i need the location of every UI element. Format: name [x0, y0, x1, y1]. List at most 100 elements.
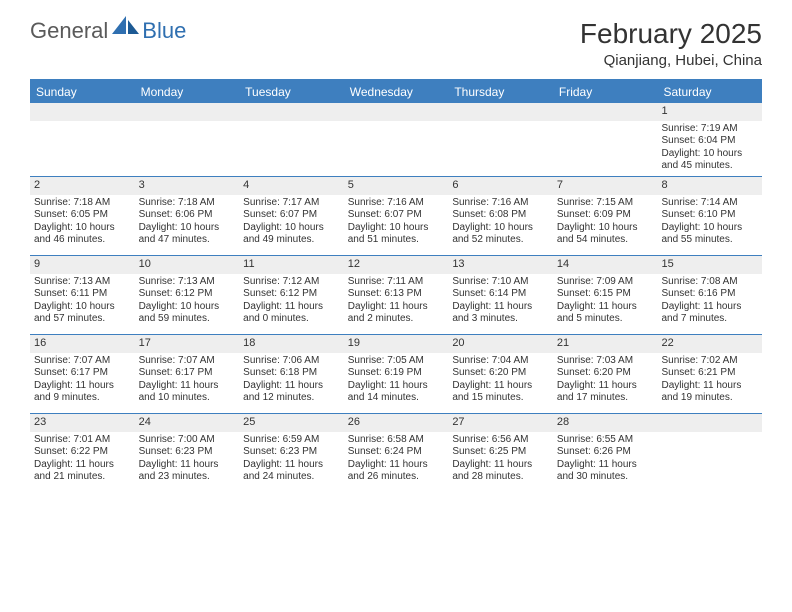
weekday-header-cell: Saturday [657, 81, 762, 103]
day-cell: 7Sunrise: 7:15 AMSunset: 6:09 PMDaylight… [553, 177, 658, 255]
daylight-line: Daylight: 11 hours and 3 minutes. [452, 301, 549, 326]
daylight-line: Daylight: 10 hours and 46 minutes. [34, 222, 131, 247]
week-row: 16Sunrise: 7:07 AMSunset: 6:17 PMDayligh… [30, 334, 762, 413]
day-number: 5 [344, 177, 449, 195]
day-number: 7 [553, 177, 658, 195]
weeks-container: 1Sunrise: 7:19 AMSunset: 6:04 PMDaylight… [30, 103, 762, 492]
day-number: 8 [657, 177, 762, 195]
day-number: 9 [30, 256, 135, 274]
day-body: Sunrise: 6:55 AMSunset: 6:26 PMDaylight:… [553, 434, 658, 487]
day-number: 21 [553, 335, 658, 353]
daylight-line: Daylight: 10 hours and 54 minutes. [557, 222, 654, 247]
sunset-line: Sunset: 6:17 PM [34, 367, 131, 380]
sunset-line: Sunset: 6:13 PM [348, 288, 445, 301]
day-body: Sunrise: 7:17 AMSunset: 6:07 PMDaylight:… [239, 197, 344, 250]
sunrise-line: Sunrise: 7:02 AM [661, 355, 758, 368]
day-cell: 17Sunrise: 7:07 AMSunset: 6:17 PMDayligh… [135, 335, 240, 413]
sunset-line: Sunset: 6:19 PM [348, 367, 445, 380]
weekday-header-cell: Monday [135, 81, 240, 103]
day-cell [30, 103, 135, 176]
daylight-line: Daylight: 11 hours and 14 minutes. [348, 380, 445, 405]
day-number: 19 [344, 335, 449, 353]
day-number: 22 [657, 335, 762, 353]
title-block: February 2025 Qianjiang, Hubei, China [580, 18, 762, 69]
sunset-line: Sunset: 6:20 PM [452, 367, 549, 380]
day-body: Sunrise: 7:00 AMSunset: 6:23 PMDaylight:… [135, 434, 240, 487]
day-body: Sunrise: 7:12 AMSunset: 6:12 PMDaylight:… [239, 276, 344, 329]
day-number: 27 [448, 414, 553, 432]
daylight-line: Daylight: 10 hours and 45 minutes. [661, 148, 758, 173]
sunset-line: Sunset: 6:23 PM [139, 446, 236, 459]
month-title: February 2025 [580, 18, 762, 50]
day-cell: 24 Sunrise: 7:00 AMSunset: 6:23 PMDayligh… [135, 414, 240, 492]
daylight-line: Daylight: 10 hours and 59 minutes. [139, 301, 236, 326]
day-cell: 9Sunrise: 7:13 AMSunset: 6:11 PMDaylight… [30, 256, 135, 334]
sunrise-line: Sunrise: 7:04 AM [452, 355, 549, 368]
day-body: Sunrise: 7:07 AMSunset: 6:17 PMDaylight:… [135, 355, 240, 408]
daylight-line: Daylight: 11 hours and 19 minutes. [661, 380, 758, 405]
day-number-empty [657, 414, 762, 432]
daylight-line: Daylight: 11 hours and 12 minutes. [243, 380, 340, 405]
day-body: Sunrise: 7:03 AMSunset: 6:20 PMDaylight:… [553, 355, 658, 408]
calendar: SundayMondayTuesdayWednesdayThursdayFrid… [30, 79, 762, 492]
day-cell: 21 Sunrise: 7:03 AMSunset: 6:20 PMDayligh… [553, 335, 658, 413]
sunset-line: Sunset: 6:05 PM [34, 209, 131, 222]
sunrise-line: Sunrise: 7:05 AM [348, 355, 445, 368]
sunset-line: Sunset: 6:20 PM [557, 367, 654, 380]
day-cell: 15Sunrise: 7:08 AMSunset: 6:16 PMDayligh… [657, 256, 762, 334]
day-body: Sunrise: 7:16 AMSunset: 6:08 PMDaylight:… [448, 197, 553, 250]
day-cell: 13Sunrise: 7:10 AMSunset: 6:14 PMDayligh… [448, 256, 553, 334]
daylight-line: Daylight: 11 hours and 0 minutes. [243, 301, 340, 326]
day-number: 4 [239, 177, 344, 195]
sunset-line: Sunset: 6:11 PM [34, 288, 131, 301]
day-number: 16 [30, 335, 135, 353]
sunrise-line: Sunrise: 7:00 AM [139, 434, 236, 447]
sunrise-line: Sunrise: 7:07 AM [34, 355, 131, 368]
sunset-line: Sunset: 6:25 PM [452, 446, 549, 459]
sunset-line: Sunset: 6:24 PM [348, 446, 445, 459]
daylight-line: Daylight: 10 hours and 55 minutes. [661, 222, 758, 247]
day-body: Sunrise: 7:19 AMSunset: 6:04 PMDaylight:… [657, 123, 762, 176]
day-body: Sunrise: 7:09 AMSunset: 6:15 PMDaylight:… [553, 276, 658, 329]
sunset-line: Sunset: 6:18 PM [243, 367, 340, 380]
day-number: 24 [135, 414, 240, 432]
sunrise-line: Sunrise: 7:03 AM [557, 355, 654, 368]
day-cell: 12Sunrise: 7:11 AMSunset: 6:13 PMDayligh… [344, 256, 449, 334]
day-number-empty [30, 103, 135, 121]
day-cell [344, 103, 449, 176]
day-body: Sunrise: 6:58 AMSunset: 6:24 PMDaylight:… [344, 434, 449, 487]
day-body: Sunrise: 7:16 AMSunset: 6:07 PMDaylight:… [344, 197, 449, 250]
day-cell: 26Sunrise: 6:58 AMSunset: 6:24 PMDayligh… [344, 414, 449, 492]
day-number: 11 [239, 256, 344, 274]
sunset-line: Sunset: 6:23 PM [243, 446, 340, 459]
day-number: 14 [553, 256, 658, 274]
week-row: 23Sunrise: 7:01 AMSunset: 6:22 PMDayligh… [30, 413, 762, 492]
daylight-line: Daylight: 11 hours and 28 minutes. [452, 459, 549, 484]
day-cell: 4 Sunrise: 7:17 AMSunset: 6:07 PMDaylight… [239, 177, 344, 255]
day-body: Sunrise: 7:18 AMSunset: 6:06 PMDaylight:… [135, 197, 240, 250]
sunset-line: Sunset: 6:07 PM [243, 209, 340, 222]
sunset-line: Sunset: 6:16 PM [661, 288, 758, 301]
sunset-line: Sunset: 6:15 PM [557, 288, 654, 301]
logo-text-general: General [30, 18, 108, 44]
daylight-line: Daylight: 10 hours and 57 minutes. [34, 301, 131, 326]
day-cell: 1Sunrise: 7:19 AMSunset: 6:04 PMDaylight… [657, 103, 762, 176]
weekday-header-cell: Friday [553, 81, 658, 103]
sunrise-line: Sunrise: 7:10 AM [452, 276, 549, 289]
day-cell [657, 414, 762, 492]
day-number: 12 [344, 256, 449, 274]
location-text: Qianjiang, Hubei, China [580, 52, 762, 69]
day-body: Sunrise: 7:01 AMSunset: 6:22 PMDaylight:… [30, 434, 135, 487]
day-cell [553, 103, 658, 176]
day-body: Sunrise: 7:02 AMSunset: 6:21 PMDaylight:… [657, 355, 762, 408]
daylight-line: Daylight: 11 hours and 17 minutes. [557, 380, 654, 405]
sunset-line: Sunset: 6:22 PM [34, 446, 131, 459]
sunrise-line: Sunrise: 7:07 AM [139, 355, 236, 368]
day-cell: 8Sunrise: 7:14 AMSunset: 6:10 PMDaylight… [657, 177, 762, 255]
day-cell: 27Sunrise: 6:56 AMSunset: 6:25 PMDayligh… [448, 414, 553, 492]
daylight-line: Daylight: 11 hours and 21 minutes. [34, 459, 131, 484]
day-number: 25 [239, 414, 344, 432]
day-cell: 10Sunrise: 7:13 AMSunset: 6:12 PMDayligh… [135, 256, 240, 334]
daylight-line: Daylight: 10 hours and 52 minutes. [452, 222, 549, 247]
sunrise-line: Sunrise: 6:59 AM [243, 434, 340, 447]
